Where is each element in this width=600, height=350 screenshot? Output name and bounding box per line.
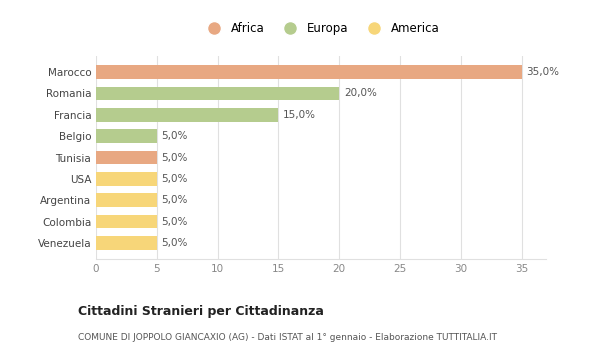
Text: 5,0%: 5,0% [161, 174, 188, 184]
Bar [96, 86, 339, 100]
Bar [96, 172, 157, 186]
Legend: Africa, Europa, America: Africa, Europa, America [197, 17, 445, 40]
Bar [96, 193, 157, 207]
Text: 15,0%: 15,0% [283, 110, 316, 120]
Bar [96, 129, 157, 143]
Bar [96, 65, 521, 79]
Text: 35,0%: 35,0% [527, 67, 560, 77]
Bar [96, 108, 278, 122]
Text: 5,0%: 5,0% [161, 131, 188, 141]
Bar [96, 150, 157, 164]
Text: Cittadini Stranieri per Cittadinanza: Cittadini Stranieri per Cittadinanza [78, 304, 324, 317]
Bar [96, 236, 157, 250]
Text: 5,0%: 5,0% [161, 217, 188, 226]
Text: 5,0%: 5,0% [161, 238, 188, 248]
Text: 5,0%: 5,0% [161, 195, 188, 205]
Text: COMUNE DI JOPPOLO GIANCAXIO (AG) - Dati ISTAT al 1° gennaio - Elaborazione TUTTI: COMUNE DI JOPPOLO GIANCAXIO (AG) - Dati … [78, 332, 497, 342]
Text: 20,0%: 20,0% [344, 89, 377, 98]
Text: 5,0%: 5,0% [161, 153, 188, 162]
Bar [96, 215, 157, 229]
